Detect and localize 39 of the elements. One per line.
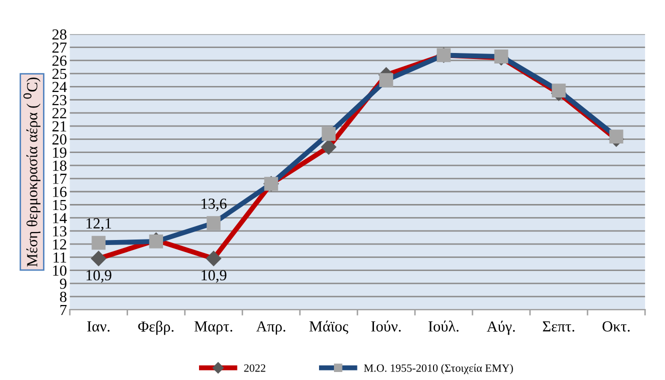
y-tick-label: 12 [53,239,66,250]
y-tick-label: 25 [52,68,66,80]
x-tick-label: Αύγ. [486,320,515,335]
y-tick-label: 13 [53,226,66,236]
y-tick-label: 16 [53,186,67,198]
y-tick-label: 23 [52,94,66,106]
data-label: 10,9 [86,270,112,283]
y-tick-label: 8 [60,292,66,302]
y-tick-label: 20 [52,134,66,145]
x-tick-label: Μάϊος [309,320,348,334]
y-tick-label: 24 [52,82,67,92]
y-tick-label: 26 [52,56,67,66]
y-tick-label: 19 [53,147,66,158]
legend-label: Μ.Ο. 1955-2010 (Στοιχεία ΕΜΥ) [364,364,513,374]
legend-label: 2022 [244,364,266,372]
y-tick-label: 9 [60,278,66,289]
y-tick-label: 18 [53,160,66,171]
y-tick-label: 22 [52,108,66,118]
data-label: 13,6 [202,198,227,212]
y-tick-label: 21 [52,121,66,132]
y-tick-label: 14 [53,213,67,224]
y-axis-title: Μέση θερμοκρασία αέρα ( $^{0}$C) [23,78,40,267]
x-tick-label: Οκτ. [602,321,630,332]
y-tick-label: 7 [60,304,67,315]
x-tick-label: Ιαν. [87,321,110,332]
y-tick-label: 11 [54,252,66,263]
y-tick-label: 10 [53,265,66,276]
data-label: 12,1 [86,218,112,231]
x-tick-label: Φεβρ. [138,320,174,335]
x-tick-label: Μαρτ. [194,321,232,335]
y-tick-label: 15 [53,200,66,210]
data-label: 10,9 [202,270,226,283]
x-tick-label: Ιούλ. [428,320,458,332]
y-tick-label: 17 [53,174,67,184]
y-tick-label: 28 [52,29,66,40]
x-tick-label: Απρ. [256,321,286,335]
y-tick-label: 27 [52,42,67,53]
x-tick-label: Σεπτ. [542,321,574,332]
x-tick-label: Ιούν. [371,320,401,332]
